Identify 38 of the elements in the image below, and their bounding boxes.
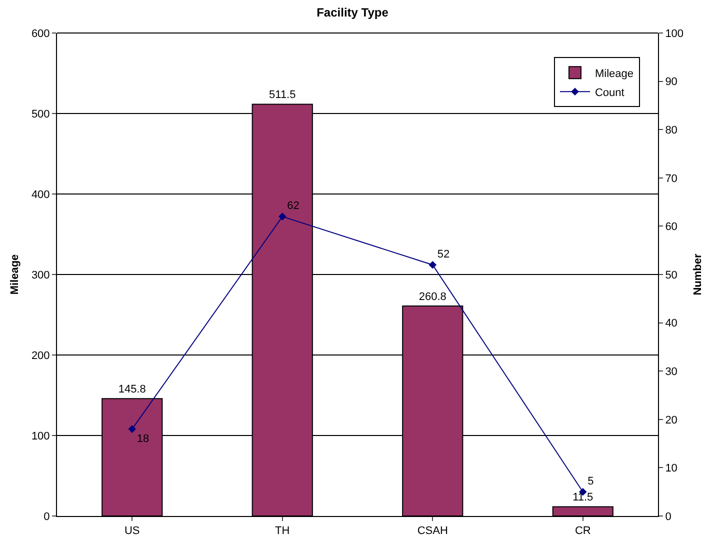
y2-tick-label: 20 (665, 414, 678, 426)
y-tick-label: 600 (31, 28, 50, 40)
y-tick-label: 500 (31, 108, 50, 120)
data-label: 11.5 (572, 492, 594, 504)
y-axis-title: Mileage (9, 254, 22, 295)
y2-tick-label: 50 (665, 269, 678, 282)
data-label: 260.8 (418, 291, 446, 304)
x-tick-label: CR (574, 525, 591, 538)
data-label: 145.8 (118, 384, 146, 396)
y-tick-label: 300 (31, 269, 50, 282)
point (128, 425, 136, 433)
point (428, 260, 437, 269)
legend-label: Count (594, 86, 624, 99)
x-tick-label: TH (275, 525, 290, 538)
data-label: 511.5 (269, 89, 296, 102)
y-tick-label: 200 (31, 350, 50, 362)
y-tick-label: 100 (31, 430, 50, 442)
x-tick-label: CSAH (417, 525, 448, 538)
y2-tick-label: 100 (665, 28, 684, 40)
y2-tick-label: 80 (665, 124, 678, 136)
y2-tick-label: 10 (665, 462, 678, 475)
y2-axis-title: Number (692, 253, 704, 296)
data-label: 62 (287, 200, 300, 212)
data-label: 18 (136, 433, 150, 446)
chart-title: Facility Type (316, 5, 389, 20)
data-label: 5 (588, 475, 594, 488)
y2-tick-label: 60 (665, 221, 678, 234)
y2-tick-label: 70 (665, 172, 678, 185)
y2-tick-label: 0 (665, 510, 672, 523)
x-tick-label: US (124, 525, 140, 538)
legend-label: Mileage (594, 68, 634, 80)
y2-tick-label: 40 (665, 318, 678, 330)
data-label: 52 (437, 248, 450, 260)
y2-tick-label: 30 (665, 366, 678, 378)
y2-tick-label: 90 (665, 76, 678, 88)
y-tick-label: 0 (44, 510, 50, 523)
point (278, 212, 286, 220)
y-tick-label: 400 (31, 188, 50, 201)
